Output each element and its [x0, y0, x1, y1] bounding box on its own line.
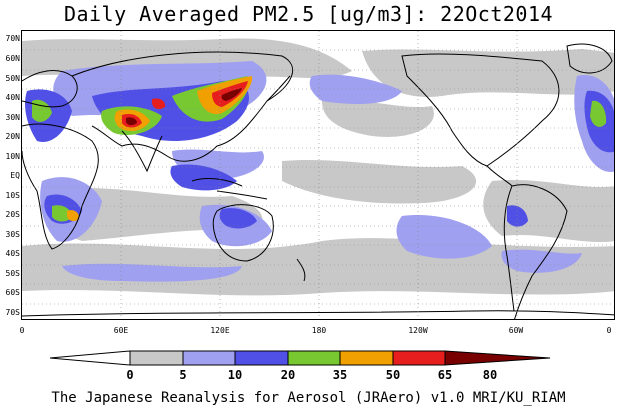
lon-label-0-right: 0: [606, 326, 612, 335]
lat-label-40s: 40S: [5, 249, 20, 258]
colorbar-label-50: 50: [385, 368, 401, 382]
lat-label-10s: 10S: [5, 191, 20, 200]
colorbar-label-20: 20: [280, 368, 296, 382]
colorbar-segment-5-10: [129, 350, 184, 366]
colorbar-label-35: 35: [332, 368, 348, 382]
colorbar-segment-10-20: [182, 350, 236, 366]
colorbar-label-5: 5: [179, 368, 187, 382]
lon-label-120e: 120E: [210, 326, 230, 335]
lon-label-60w: 60W: [508, 326, 524, 335]
map-title: Daily Averaged PM2.5 [ug/m3]: 22Oct2014: [63, 2, 554, 26]
lat-label-60s: 60S: [5, 288, 20, 297]
lat-label-50s: 50S: [5, 269, 20, 278]
colorbar-segment-65-80: [392, 350, 446, 366]
pm25-band-above-80: [126, 88, 242, 126]
colorbar: [50, 350, 551, 366]
lat-label-70s: 70S: [5, 308, 20, 317]
map-canvas: [22, 31, 614, 319]
colorbar-label-80: 80: [482, 368, 498, 382]
colorbar-segment-35-50: [287, 350, 341, 366]
pm25-map: [21, 30, 615, 320]
lat-label-eq: EQ: [10, 171, 20, 180]
lat-label-10n: 10N: [5, 152, 20, 161]
lat-label-60n: 60N: [5, 54, 20, 63]
colorbar-label-10: 10: [227, 368, 243, 382]
colorbar-label-65: 65: [437, 368, 453, 382]
lat-label-20n: 20N: [5, 132, 20, 141]
lat-label-30s: 30S: [5, 230, 20, 239]
lon-label-180: 180: [311, 326, 327, 335]
lat-label-20s: 20S: [5, 210, 20, 219]
colorbar-segment-above-80: [444, 350, 551, 366]
credit-line: The Japanese Reanalysis for Aerosol (JRA…: [51, 390, 566, 406]
lon-label-120w: 120W: [408, 326, 428, 335]
lon-label-60e: 60E: [113, 326, 129, 335]
graticule: [22, 31, 614, 319]
lat-label-40n: 40N: [5, 93, 20, 102]
lat-label-50n: 50N: [5, 74, 20, 83]
coastlines: [22, 43, 614, 319]
lon-label-0-left: 0: [19, 326, 25, 335]
lat-label-30n: 30N: [5, 113, 20, 122]
colorbar-segment-20-35: [234, 350, 289, 366]
colorbar-segment-below-5: [50, 350, 131, 366]
lat-label-70n: 70N: [5, 34, 20, 43]
colorbar-segment-50-65: [339, 350, 394, 366]
colorbar-label-0: 0: [126, 368, 134, 382]
